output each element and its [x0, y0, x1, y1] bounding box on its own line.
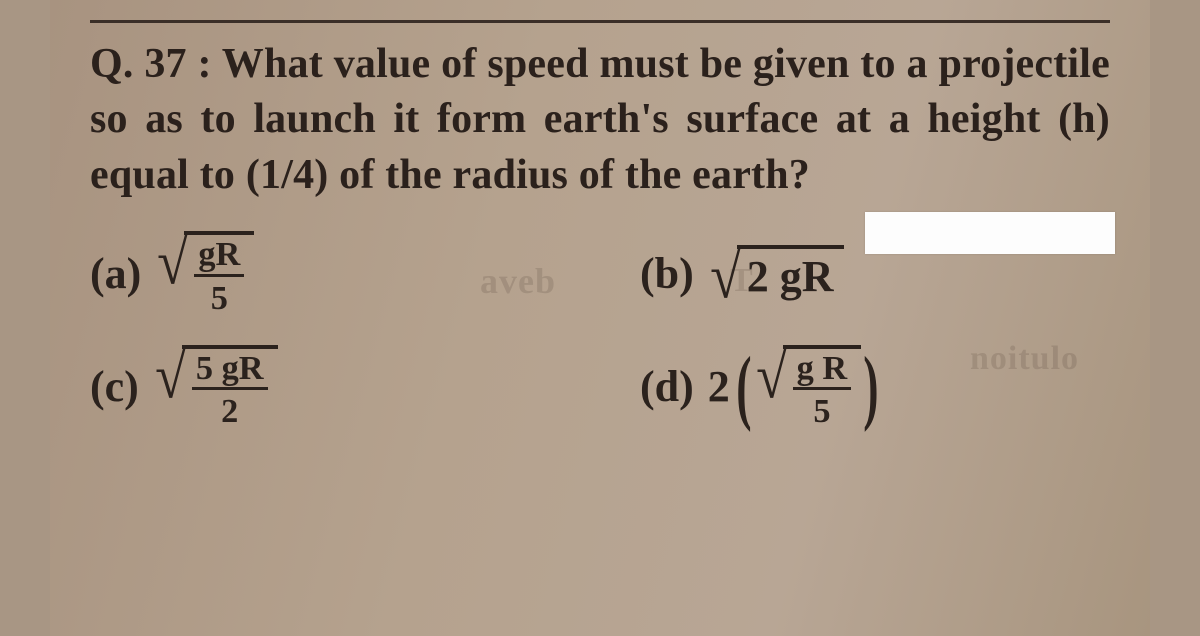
options-grid: (a) √ gR 5 (b) √ [90, 231, 1110, 428]
white-redaction-strip [865, 212, 1115, 254]
option-label: (a) [90, 248, 141, 299]
option-d: (d) 2 ( √ g R 5 ) [640, 345, 1110, 429]
option-a-expression: √ gR 5 [155, 231, 254, 315]
denominator: 5 [207, 277, 232, 315]
fraction: g R 5 [793, 351, 852, 429]
radical: √ gR 5 [155, 231, 254, 315]
scanned-page: Q. 37 : What value of speed must be give… [50, 0, 1150, 636]
radicand: gR 5 [184, 231, 254, 315]
option-d-expression: 2 ( √ g R 5 ) [708, 345, 879, 429]
radical-sign-icon: √ [157, 239, 188, 287]
radicand: 5 gR 2 [182, 345, 278, 429]
numerator: g R [793, 351, 852, 390]
top-rule [90, 20, 1110, 23]
option-a: (a) √ gR 5 [90, 231, 560, 315]
numerator: gR [194, 237, 244, 276]
question-text: What value of speed must be given to a p… [90, 41, 1110, 198]
option-label: (d) [640, 361, 694, 412]
question-block: Q. 37 : What value of speed must be give… [90, 37, 1110, 203]
denominator: 2 [217, 390, 242, 428]
option-label: (c) [90, 361, 139, 412]
fraction: gR 5 [194, 237, 244, 315]
right-paren-icon: ) [863, 362, 878, 412]
denominator: 5 [809, 390, 834, 428]
coefficient: 2 [708, 361, 730, 412]
radicand: g R 5 [783, 345, 862, 429]
question-number: Q. 37 : [90, 41, 212, 87]
fraction: 5 gR 2 [192, 351, 268, 429]
radical-sign-icon: √ [710, 252, 741, 300]
radicand-text: 2 gR [747, 251, 834, 302]
option-label: (b) [640, 248, 694, 299]
option-b-expression: √ 2 gR [708, 245, 844, 302]
radical: √ 2 gR [708, 245, 844, 302]
option-c-expression: √ 5 gR 2 [153, 345, 278, 429]
left-paren-icon: ( [736, 362, 751, 412]
radical: √ 5 gR 2 [153, 345, 278, 429]
radical-sign-icon: √ [155, 353, 186, 401]
numerator: 5 gR [192, 351, 268, 390]
option-c: (c) √ 5 gR 2 [90, 345, 560, 429]
radical: √ g R 5 [754, 345, 862, 429]
radical-sign-icon: √ [756, 353, 787, 401]
radicand: 2 gR [737, 245, 844, 302]
